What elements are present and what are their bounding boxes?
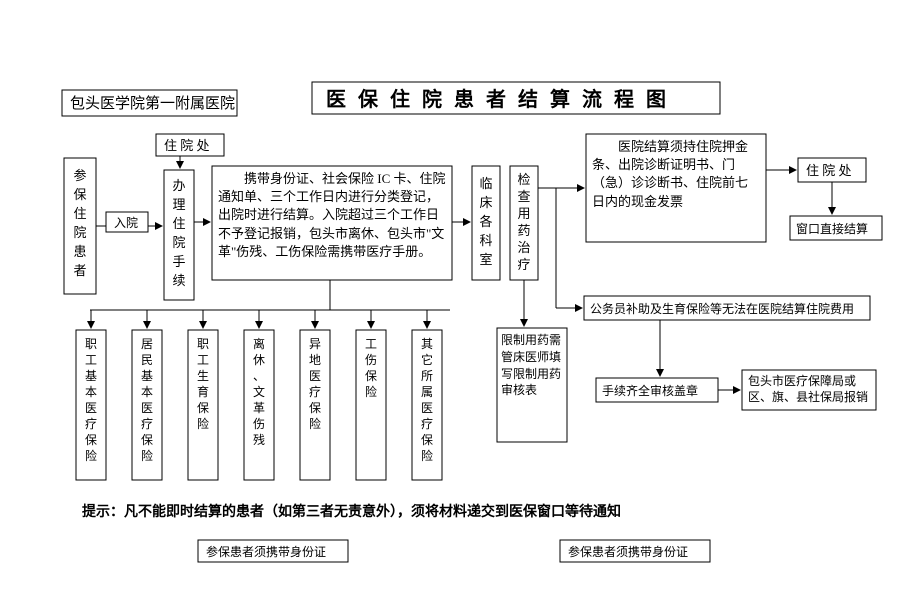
admission-office-label: 住 院 处 [164,138,210,153]
audit-label: 手续齐全审核盖章 [602,383,698,398]
hospital-name: 包头医学院第一附属医院 [70,94,235,112]
flowchart: 包头医学院第一附属医院 医保住院患者结算流程图 参保住院患者 住 院 处 办理住… [0,0,900,614]
admit-label: 入院 [114,216,138,230]
insurance-types: 职工基本医疗保险居民基本医疗保险职工生育保险离休、文革伤残异地医疗保险工伤保险其… [76,330,442,480]
settlement-req-text: 医院结算须持住院押金条、出院诊断证明书、门（急）诊诊断书、住院前七日内的现金发票 [592,138,760,211]
insurance-label-4: 离休、文革伤残 [253,336,265,447]
admission-office2-label: 住 院 处 [806,163,852,178]
civil-servant-label: 公务员补助及生育保险等无法在医院结算住院费用 [590,301,854,316]
instructions-text: 携带身份证、社会保险 IC 卡、住院通知单、三个工作日内进行分类登记，出院时进行… [218,170,446,261]
page-title: 医保住院患者结算流程图 [326,87,678,111]
footer-note1: 参保患者须携带身份证 [206,544,326,559]
report-text: 包头市医疗保障局或区、旗、县社保局报销 [748,374,870,405]
restrict-text: 限制用药需管床医师填写限制用药审核表 [501,332,563,399]
window-settle-label: 窗口直接结算 [796,221,868,236]
branch-lines [91,310,427,328]
footer-note2: 参保患者须携带身份证 [568,544,688,559]
clinical-label: 临床各科室 [479,176,492,267]
footer-tip: 提示：凡不能即时结算的患者（如第三者无责意外），须将材料递交到医保窗口等待通知 [82,503,621,520]
